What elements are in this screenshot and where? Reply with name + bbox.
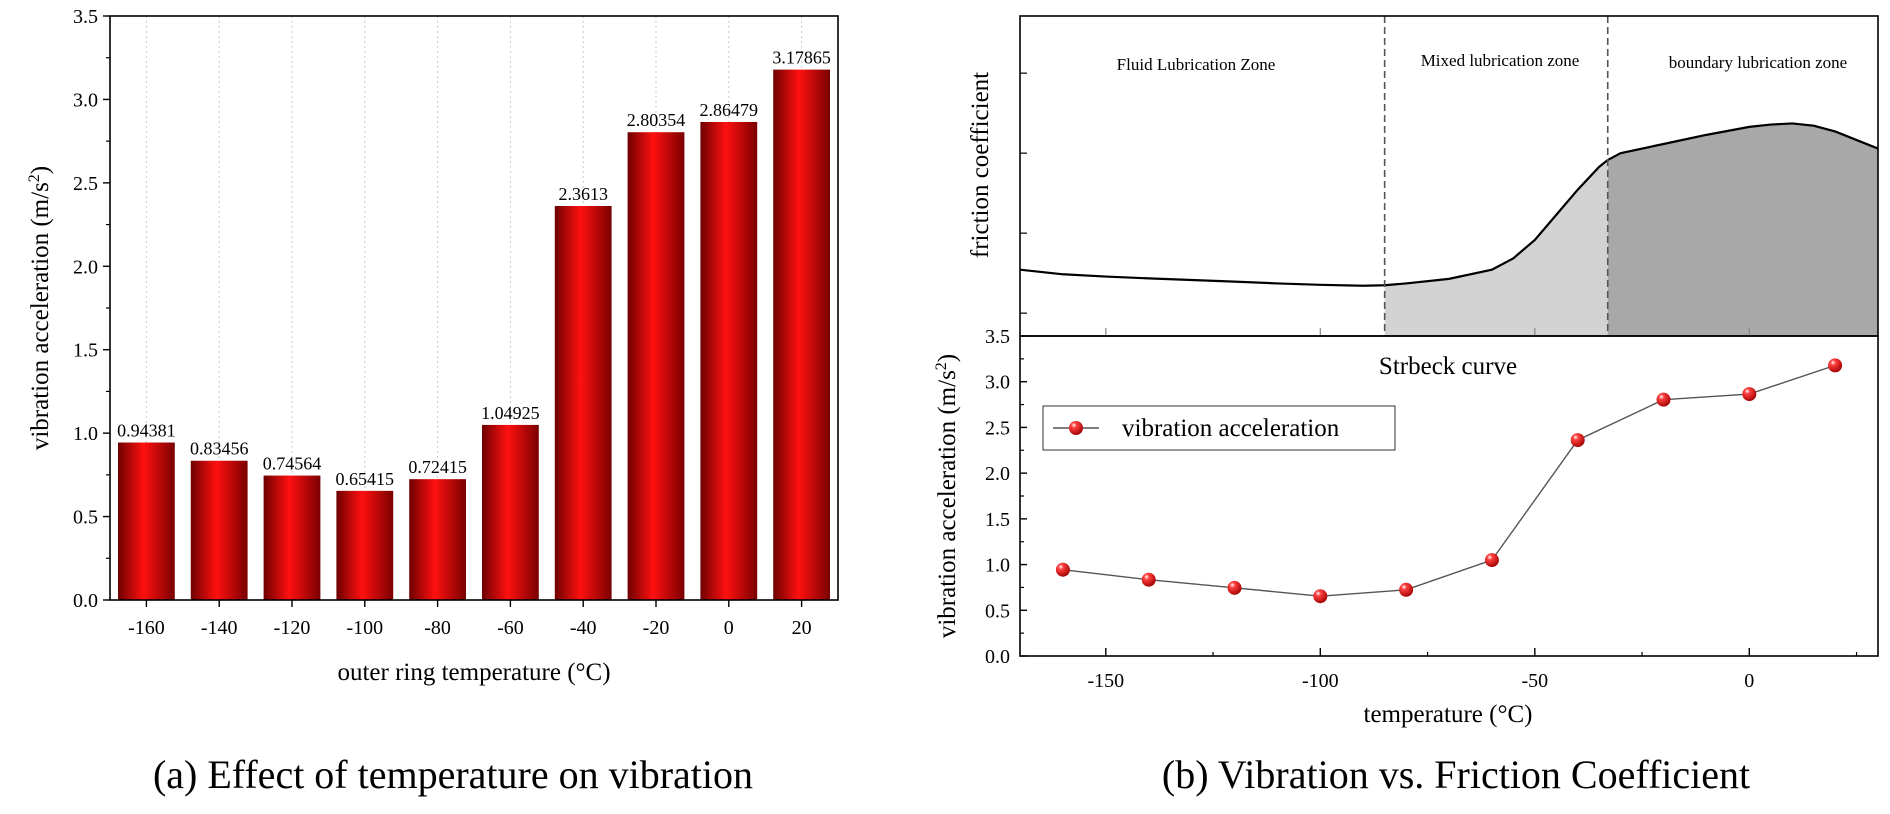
- bar: [627, 132, 685, 600]
- legend-label: vibration acceleration: [1122, 415, 1340, 442]
- data-point: [1570, 433, 1585, 448]
- series-line: [1062, 364, 1836, 597]
- x-axis-ticks: -150 -100 -50 0: [1087, 648, 1858, 692]
- caption-a: (a) Effect of temperature on vibration: [153, 752, 753, 797]
- x-axis-title: outer ring temperature (°C): [337, 659, 610, 686]
- x-tick-label: 0: [724, 617, 734, 639]
- bar: [773, 69, 830, 600]
- bar: [263, 475, 321, 600]
- x-tick-label: -60: [497, 617, 524, 639]
- data-label: 1.04925: [481, 403, 540, 423]
- y-tick-label: 3.0: [985, 372, 1010, 394]
- y-tick-label: 3.5: [73, 6, 98, 28]
- x-axis-title: temperature (°C): [1364, 701, 1533, 728]
- x-tick-label: 20: [792, 617, 812, 639]
- x-tick-label: -140: [201, 617, 238, 639]
- data-label: 0.83456: [190, 439, 249, 459]
- data-point: [1742, 387, 1757, 402]
- data-label: 2.80354: [627, 110, 686, 130]
- bottom-plot-frame: [1019, 335, 1879, 657]
- bar: [700, 121, 758, 601]
- y-tick-label: 3.5: [985, 326, 1010, 348]
- data-point: [1484, 553, 1499, 568]
- y-tick-label: 3.0: [73, 89, 98, 111]
- top-axis-ticks: [1020, 72, 1750, 336]
- data-point: [1055, 562, 1070, 577]
- x-tick-label: 0: [1744, 670, 1754, 692]
- y-axis-ticks: 0.0 0.5 1.0 1.5 2.0 2.5 3.0 3.5: [985, 326, 1027, 668]
- data-point: [1656, 392, 1671, 407]
- x-tick-label: -120: [274, 617, 311, 639]
- y-axis-ticks: 0.0 0.5 1.0 1.5 2.0 2.5 3.0 3.5: [73, 6, 110, 612]
- chart-title: Strbeck curve: [1379, 353, 1517, 380]
- x-tick-label: -80: [424, 617, 451, 639]
- zone-fill: [1607, 123, 1878, 336]
- friction-axis-title: friction coefficient: [967, 72, 994, 258]
- data-point: [1828, 358, 1843, 373]
- x-tick-label: -100: [346, 617, 383, 639]
- data-point: [1141, 572, 1156, 587]
- bar: [336, 490, 394, 600]
- y-tick-label: 0.5: [73, 507, 98, 529]
- y-tick-label: 1.0: [73, 423, 98, 445]
- vibration-line-panel: 0.0 0.5 1.0 1.5 2.0 2.5 3.0 3.5 -150 -100 -50 0 St…: [933, 326, 1879, 797]
- x-tick-label: -20: [643, 617, 670, 639]
- y-tick-label: 0.5: [985, 600, 1010, 622]
- data-point: [1227, 580, 1242, 595]
- data-label: 0.74564: [263, 454, 322, 474]
- zone-fills: [1020, 123, 1878, 336]
- bar: [118, 442, 175, 600]
- x-tick-label: -160: [128, 617, 165, 639]
- data-point: [1399, 582, 1414, 597]
- y-tick-label: 1.5: [985, 509, 1010, 531]
- zone-label-boundary: boundary lubrication zone: [1669, 53, 1847, 72]
- bar: [190, 460, 248, 600]
- y-tick-label: 2.5: [73, 173, 98, 195]
- bar: [409, 479, 466, 600]
- zone-fill: [1384, 160, 1608, 336]
- caption-b: (b) Vibration vs. Friction Coefficient: [1162, 752, 1750, 797]
- legend: vibration acceleration: [1042, 405, 1396, 451]
- y-tick-label: 2.5: [985, 417, 1010, 439]
- x-tick-label: -50: [1521, 670, 1548, 692]
- y-axis-title: vibration acceleration (m/s2): [933, 354, 961, 638]
- data-label: 0.72415: [408, 457, 467, 477]
- y-tick-label: 0.0: [73, 590, 98, 612]
- y-tick-label: 0.0: [985, 646, 1010, 668]
- legend-box: [1042, 405, 1396, 451]
- y-tick-label: 1.0: [985, 555, 1010, 577]
- zone-boundaries: [1383, 16, 1609, 336]
- data-label: 0.65415: [336, 469, 395, 489]
- data-label: 3.17865: [772, 48, 831, 68]
- bar-series: [118, 69, 830, 601]
- y-axis-title: vibration acceleration (m/s2): [26, 166, 54, 450]
- friction-panel: Fluid Lubrication Zone Mixed lubrication…: [967, 15, 1879, 337]
- y-tick-label: 2.0: [73, 256, 98, 278]
- y-tick-label: 1.5: [73, 340, 98, 362]
- x-tick-label: -100: [1302, 670, 1339, 692]
- zone-label-fluid: Fluid Lubrication Zone: [1117, 55, 1276, 74]
- data-labels: 0.94381 0.83456 0.74564 0.65415 0.72415 1.049…: [117, 48, 831, 489]
- bar: [482, 424, 539, 600]
- friction-curve: [1019, 122, 1879, 287]
- zone-fill: [1020, 269, 1385, 336]
- series-points: [1055, 358, 1843, 604]
- data-point: [1313, 589, 1328, 604]
- data-label: 0.94381: [117, 421, 176, 441]
- x-tick-label: -150: [1087, 670, 1124, 692]
- bar: [554, 206, 612, 600]
- data-label: 2.86479: [700, 100, 759, 120]
- y-tick-label: 2.0: [985, 463, 1010, 485]
- x-tick-label: -40: [570, 617, 597, 639]
- bar-chart-panel: 0.94381 0.83456 0.74564 0.65415 0.72415 1.049…: [26, 6, 839, 797]
- x-axis-ticks: -160 -140 -120 -100 -80 -60 -40 -20 0 20: [128, 600, 812, 639]
- legend-marker: [1069, 421, 1083, 435]
- zone-label-mixed: Mixed lubrication zone: [1421, 51, 1580, 70]
- data-label: 2.3613: [558, 184, 608, 204]
